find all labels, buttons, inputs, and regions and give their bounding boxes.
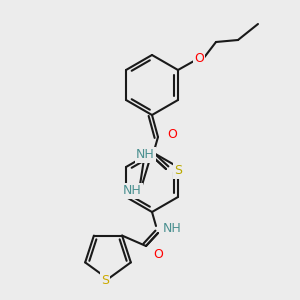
- Text: O: O: [194, 52, 204, 65]
- Text: NH: NH: [163, 221, 182, 235]
- Text: S: S: [174, 164, 182, 178]
- Text: O: O: [153, 248, 163, 260]
- Text: O: O: [167, 128, 177, 142]
- Text: S: S: [101, 274, 109, 286]
- Text: NH: NH: [136, 148, 154, 161]
- Text: NH: NH: [123, 184, 141, 197]
